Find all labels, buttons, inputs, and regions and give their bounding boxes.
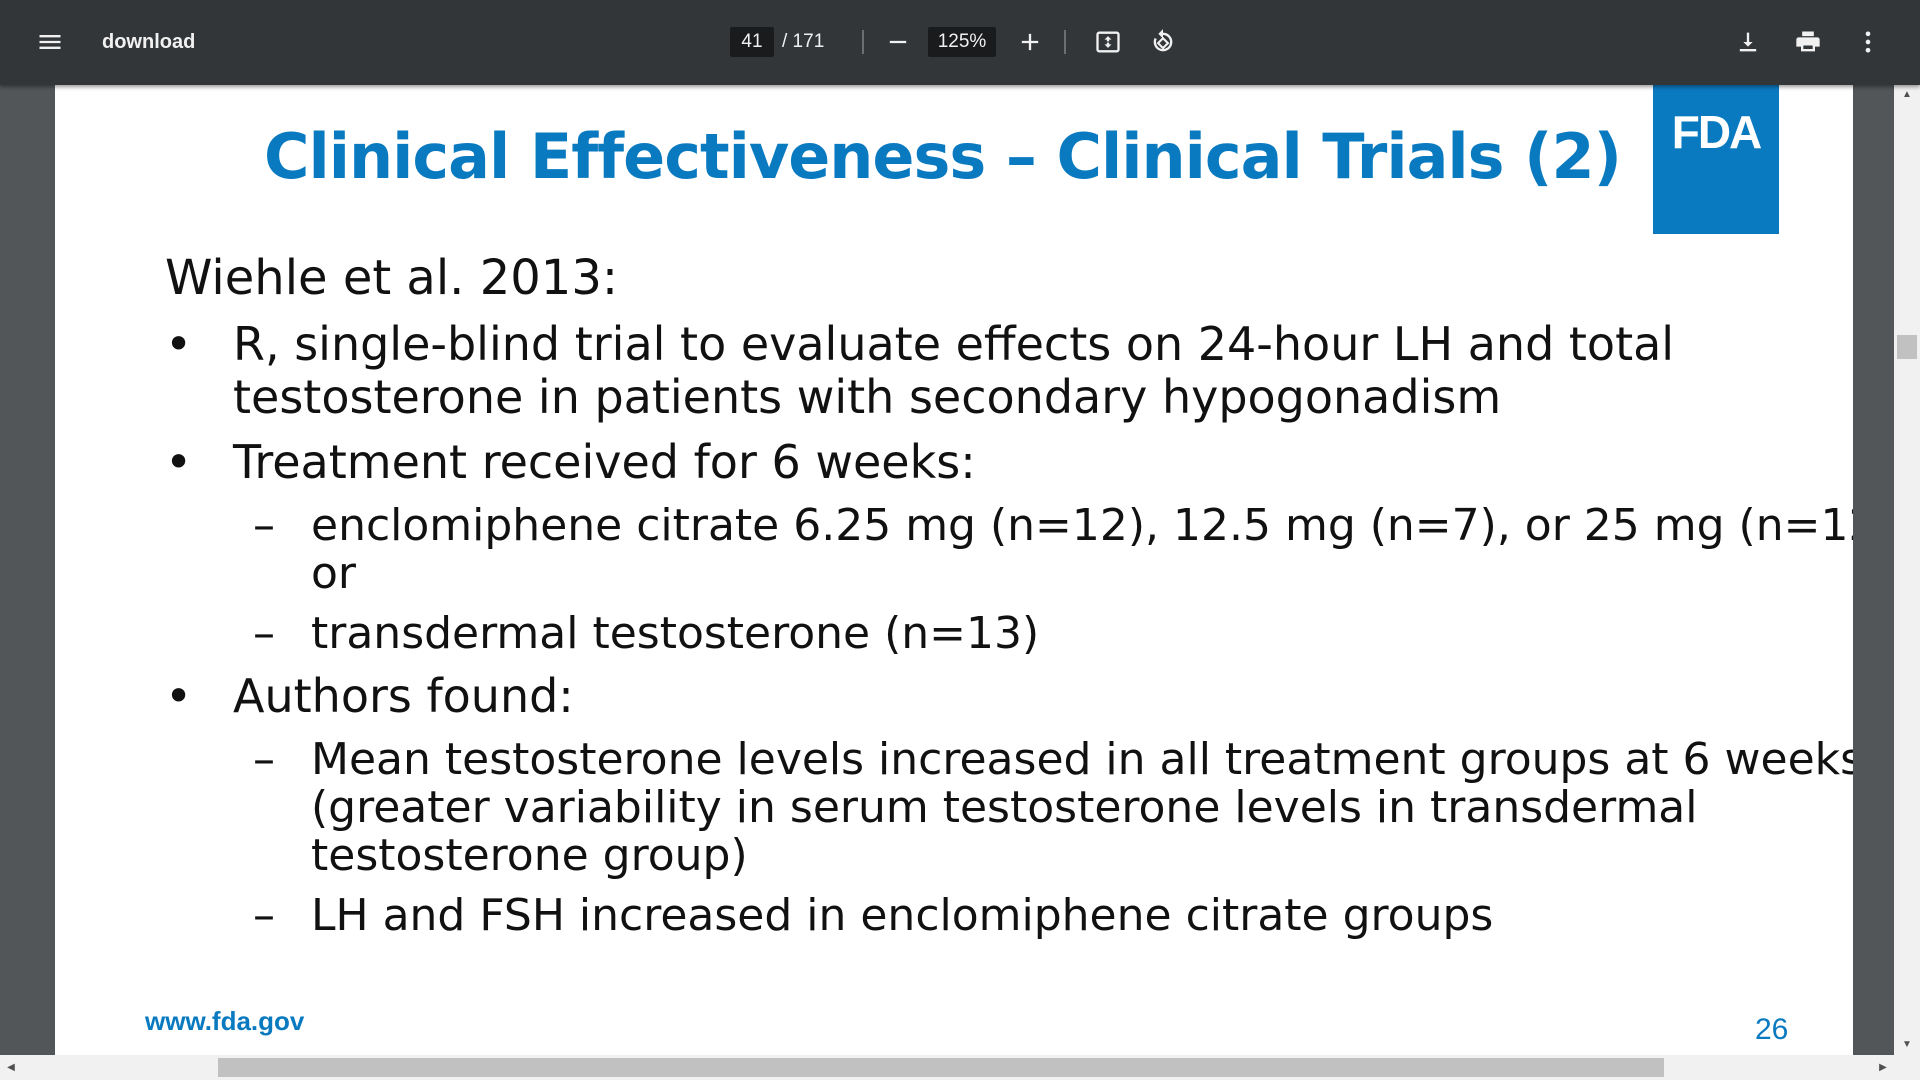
toolbar-divider bbox=[862, 30, 864, 54]
zoom-out-icon bbox=[889, 40, 907, 44]
sub-bullet-marker: – bbox=[253, 608, 275, 659]
zoom-in-button[interactable] bbox=[1010, 22, 1050, 62]
sub-bullet-2-1-line-2: or bbox=[311, 548, 357, 599]
more-actions-button[interactable] bbox=[1848, 22, 1888, 62]
fda-logo-text: FDA bbox=[1671, 106, 1763, 158]
fit-page-button[interactable] bbox=[1088, 22, 1128, 62]
zoom-in-icon bbox=[1021, 33, 1039, 51]
fda-logo: FDA bbox=[1653, 85, 1779, 234]
menu-icon bbox=[39, 35, 61, 49]
vertical-scrollbar[interactable]: ▲ ▼ bbox=[1894, 85, 1920, 1055]
menu-button[interactable] bbox=[30, 22, 70, 62]
bullet-1-line-2: testosterone in patients with secondary … bbox=[233, 370, 1502, 424]
sub-bullet-marker: – bbox=[253, 500, 275, 551]
vertical-scroll-thumb[interactable] bbox=[1897, 335, 1917, 359]
sub-bullet-3-1-line-2: (greater variability in serum testostero… bbox=[311, 782, 1698, 833]
horizontal-scrollbar[interactable]: ◀ ▶ bbox=[0, 1055, 1920, 1080]
sub-bullet-3-1-line-3: testosterone group) bbox=[311, 830, 748, 881]
page-total: / 171 bbox=[782, 31, 825, 52]
sub-bullet-2-1-line-1: enclomiphene citrate 6.25 mg (n=12), 12.… bbox=[311, 500, 1853, 551]
page-number-input[interactable]: 41 bbox=[730, 27, 774, 57]
rotate-icon bbox=[1153, 29, 1173, 52]
document-title: download bbox=[102, 30, 196, 53]
more-vert-icon bbox=[1865, 31, 1871, 53]
zoom-out-button[interactable] bbox=[878, 22, 918, 62]
toolbar-divider bbox=[1064, 30, 1066, 54]
sub-bullet-2-2-line-1: transdermal testosterone (n=13) bbox=[311, 608, 1040, 659]
print-icon bbox=[1796, 31, 1820, 52]
pdf-toolbar: download 41 / 171 125% bbox=[0, 0, 1920, 85]
download-button[interactable] bbox=[1728, 22, 1768, 62]
bullet-marker: • bbox=[165, 317, 193, 371]
bullet-marker: • bbox=[165, 669, 193, 723]
slide-page-number: 26 bbox=[1755, 1013, 1789, 1046]
download-icon bbox=[1739, 32, 1757, 52]
sub-bullet-marker: – bbox=[253, 890, 275, 941]
sub-bullet-3-2-line-1: LH and FSH increased in enclomiphene cit… bbox=[311, 890, 1494, 941]
scroll-right-arrow-icon[interactable]: ▶ bbox=[1879, 1062, 1887, 1073]
sub-bullet-3-1-line-1: Mean testosterone levels increased in al… bbox=[311, 734, 1853, 785]
print-button[interactable] bbox=[1788, 22, 1828, 62]
bullet-2-line-1: Treatment received for 6 weeks: bbox=[233, 435, 976, 489]
zoom-level-input[interactable]: 125% bbox=[928, 27, 996, 57]
bullet-marker: • bbox=[165, 435, 193, 489]
pdf-page: FDA Clinical Effectiveness – Clinical Tr… bbox=[55, 85, 1853, 1060]
rotate-button[interactable] bbox=[1143, 22, 1183, 62]
bullet-3-line-1: Authors found: bbox=[233, 669, 574, 723]
sub-bullet-marker: – bbox=[253, 734, 275, 785]
slide-title: Clinical Effectiveness – Clinical Trials… bbox=[264, 120, 1622, 193]
horizontal-scroll-thumb[interactable] bbox=[218, 1058, 1664, 1077]
footer-url[interactable]: www.fda.gov bbox=[145, 1006, 305, 1036]
scroll-left-arrow-icon[interactable]: ◀ bbox=[7, 1062, 15, 1073]
fit-page-icon bbox=[1096, 31, 1120, 53]
bullet-1-line-1: R, single-blind trial to evaluate effect… bbox=[233, 317, 1675, 371]
slide-heading: Wiehle et al. 2013: bbox=[165, 250, 619, 306]
scroll-down-arrow-icon[interactable]: ▼ bbox=[1902, 1039, 1912, 1050]
scroll-up-arrow-icon[interactable]: ▲ bbox=[1902, 89, 1912, 100]
